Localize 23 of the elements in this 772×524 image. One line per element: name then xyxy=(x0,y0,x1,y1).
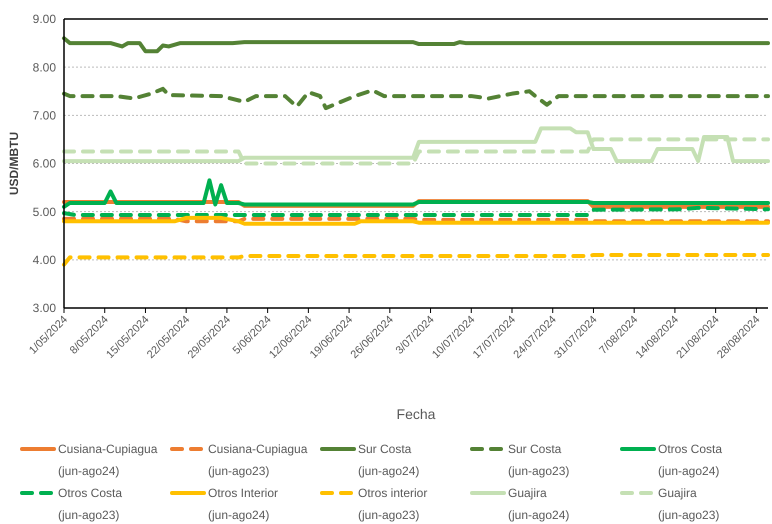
line-series xyxy=(62,36,770,54)
y-tick-label: 3.00 xyxy=(32,301,56,316)
legend-label: Otros Costa (jun-ago24) xyxy=(658,442,722,478)
legend-label: Cusiana-Cupiagua (jun-ago24) xyxy=(58,442,158,478)
y-tick-label: 9.00 xyxy=(32,12,56,26)
legend-label: Otros Interior (jun-ago24) xyxy=(208,486,278,522)
y-tick-label: 6.00 xyxy=(32,156,56,171)
line-series xyxy=(62,126,770,164)
legend-label: Guajira (jun-ago23) xyxy=(658,486,720,522)
y-axis-title: USD/MBTU xyxy=(7,132,21,196)
legend-label: Guajira (jun-ago24) xyxy=(508,486,570,522)
legend-label: Otros interior (jun-ago23) xyxy=(358,486,428,522)
y-tick-label: 4.00 xyxy=(32,253,56,268)
legend-label: Sur Costa (jun-ago24) xyxy=(358,442,420,478)
legend-label: Cusiana-Cupiagua (jun-ago23) xyxy=(208,442,308,478)
y-tick-label: 8.00 xyxy=(32,60,56,74)
y-tick-label: 5.00 xyxy=(32,204,56,219)
legend-label: Otros Costa (jun-ago23) xyxy=(58,486,122,522)
line-series xyxy=(62,253,770,267)
x-axis-title: Fecha xyxy=(396,406,436,422)
legend-label: Sur Costa (jun-ago23) xyxy=(508,442,570,478)
y-tick-label: 7.00 xyxy=(32,108,56,123)
line-series xyxy=(62,86,770,110)
